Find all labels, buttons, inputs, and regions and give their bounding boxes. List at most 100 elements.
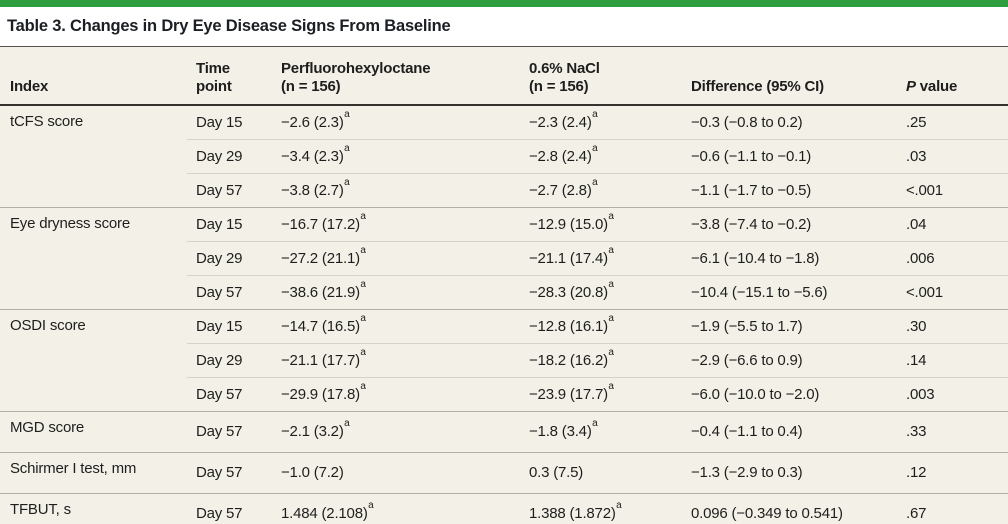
p-value-cell: .03 [897, 139, 1008, 174]
index-cell: Schirmer I test, mm [0, 452, 187, 494]
table-row: Schirmer I test, mm Day 57 −1.0 (7.2) 0.3 (… [0, 452, 1008, 494]
table-row: Day 57 −38.6 (21.9)a −28.3 (20.8)a −10.4 (−… [0, 275, 1008, 310]
perfluorohexyloctane-value-cell: −2.6 (2.3)a [272, 104, 520, 140]
column-header-diff: Difference (95% CI) [682, 47, 897, 106]
header-row: Index Time point Perfluorohexyloctane (n = 1… [0, 47, 1008, 106]
footnote-marker: a [360, 244, 366, 256]
footnote-marker: a [608, 312, 614, 324]
perfluorohexyloctane-value-cell: −21.1 (17.7)a [272, 343, 520, 378]
footnote-marker: a [608, 244, 614, 256]
nacl-value-cell: −2.7 (2.8)a [520, 173, 682, 208]
footnote-marker: a [592, 418, 598, 430]
p-value-cell: .30 [897, 309, 1008, 344]
p-value-cell: .14 [897, 343, 1008, 378]
footnote-marker: a [608, 278, 614, 290]
index-cell: TFBUT, s [0, 493, 187, 524]
perfluorohexyloctane-value-cell: −14.7 (16.5)a [272, 309, 520, 344]
nacl-value-cell: 0.3 (7.5) [520, 452, 682, 494]
accent-bar [0, 0, 1008, 7]
perfluorohexyloctane-value-cell: −2.1 (3.2)a [272, 411, 520, 453]
footnote-marker: a [344, 142, 350, 154]
difference-ci-cell: −3.8 (−7.4 to −0.2) [682, 207, 897, 242]
index-cell: OSDI score [0, 309, 187, 412]
time-point-cell: Day 29 [187, 343, 272, 378]
perfluorohexyloctane-value-cell: −3.8 (2.7)a [272, 173, 520, 208]
footnote-marker: a [608, 380, 614, 392]
p-value-cell: .12 [897, 452, 1008, 494]
perfluorohexyloctane-value-cell: 1.484 (2.108)a [272, 493, 520, 524]
nacl-value-cell: −23.9 (17.7)a [520, 377, 682, 412]
nacl-value-cell: −28.3 (20.8)a [520, 275, 682, 310]
difference-ci-cell: 0.096 (−0.349 to 0.541) [682, 493, 897, 524]
table-title: Table 3. Changes in Dry Eye Disease Sign… [7, 17, 451, 35]
footnote-marker: a [360, 278, 366, 290]
difference-ci-cell: −2.9 (−6.6 to 0.9) [682, 343, 897, 378]
index-cell: tCFS score [0, 104, 187, 208]
nacl-value-cell: −2.8 (2.4)a [520, 139, 682, 174]
difference-ci-cell: −0.4 (−1.1 to 0.4) [682, 411, 897, 453]
p-value-cell: .25 [897, 104, 1008, 140]
italic-p: P [906, 78, 916, 96]
footnote-marker: a [608, 210, 614, 222]
time-point-cell: Day 57 [187, 275, 272, 310]
time-point-cell: Day 15 [187, 309, 272, 344]
time-point-cell: Day 29 [187, 139, 272, 174]
column-header-nacl: 0.6% NaCl (n = 156) [520, 47, 682, 106]
difference-ci-cell: −6.0 (−10.0 to −2.0) [682, 377, 897, 412]
table-row: tCFS score Day 15 −2.6 (2.3)a −2.3 (2.4)a −0… [0, 104, 1008, 208]
difference-ci-cell: −6.1 (−10.4 to −1.8) [682, 241, 897, 276]
nacl-value-cell: −18.2 (16.2)a [520, 343, 682, 378]
footnote-marker: a [592, 108, 598, 120]
time-point-cell: Day 57 [187, 173, 272, 208]
perfluorohexyloctane-value-cell: −1.0 (7.2) [272, 452, 520, 494]
nacl-value-cell: −12.9 (15.0)a [520, 207, 682, 242]
difference-ci-cell: −0.6 (−1.1 to −0.1) [682, 139, 897, 174]
footnote-marker: a [592, 142, 598, 154]
column-header-time: Time point [187, 47, 272, 106]
footnote-marker: a [360, 210, 366, 222]
footnote-marker: a [360, 346, 366, 358]
column-header-p: P value [897, 47, 1008, 106]
difference-ci-cell: −1.9 (−5.5 to 1.7) [682, 309, 897, 344]
nacl-value-cell: −12.8 (16.1)a [520, 309, 682, 344]
footnote-marker: a [592, 176, 598, 188]
time-point-cell: Day 57 [187, 411, 272, 453]
table-row: Day 57 −3.8 (2.7)a −2.7 (2.8)a −1.1 (−1.7 t… [0, 173, 1008, 208]
perfluorohexyloctane-value-cell: −3.4 (2.3)a [272, 139, 520, 174]
table-row: Day 29 −27.2 (21.1)a −21.1 (17.4)a −6.1 (−1… [0, 241, 1008, 276]
footnote-marker: a [360, 380, 366, 392]
time-point-cell: Day 57 [187, 493, 272, 524]
perfluorohexyloctane-value-cell: −16.7 (17.2)a [272, 207, 520, 242]
perfluorohexyloctane-value-cell: −29.9 (17.8)a [272, 377, 520, 412]
column-header-drug: Perfluorohexyloctane (n = 156) [272, 47, 520, 106]
time-point-cell: Day 57 [187, 377, 272, 412]
table-body: tCFS score Day 15 −2.6 (2.3)a −2.3 (2.4)a −0… [0, 104, 1008, 524]
difference-ci-cell: −1.1 (−1.7 to −0.5) [682, 173, 897, 208]
perfluorohexyloctane-value-cell: −38.6 (21.9)a [272, 275, 520, 310]
footnote-marker: a [368, 500, 374, 512]
table-row: MGD score Day 57 −2.1 (3.2)a −1.8 (3.4)a −0.… [0, 411, 1008, 453]
p-value-cell: <.001 [897, 275, 1008, 310]
table-row: Day 29 −21.1 (17.7)a −18.2 (16.2)a −2.9 (−6… [0, 343, 1008, 378]
nacl-value-cell: 1.388 (1.872)a [520, 493, 682, 524]
p-value-cell: .04 [897, 207, 1008, 242]
p-value-cell: .006 [897, 241, 1008, 276]
table-row: Day 57 −29.9 (17.8)a −23.9 (17.7)a −6.0 (−1… [0, 377, 1008, 412]
footnote-marker: a [344, 176, 350, 188]
footnote-marker: a [608, 346, 614, 358]
nacl-value-cell: −2.3 (2.4)a [520, 104, 682, 140]
footnote-marker: a [616, 500, 622, 512]
footnote-marker: a [344, 108, 350, 120]
table-row: Eye dryness score Day 15 −16.7 (17.2)a −12.… [0, 207, 1008, 310]
table-row: OSDI score Day 15 −14.7 (16.5)a −12.8 (16.1… [0, 309, 1008, 412]
nacl-value-cell: −21.1 (17.4)a [520, 241, 682, 276]
footnote-marker: a [360, 312, 366, 324]
p-value-cell: <.001 [897, 173, 1008, 208]
p-value-cell: .67 [897, 493, 1008, 524]
difference-ci-cell: −1.3 (−2.9 to 0.3) [682, 452, 897, 494]
time-point-cell: Day 57 [187, 452, 272, 494]
perfluorohexyloctane-value-cell: −27.2 (21.1)a [272, 241, 520, 276]
nacl-value-cell: −1.8 (3.4)a [520, 411, 682, 453]
time-point-cell: Day 15 [187, 207, 272, 242]
